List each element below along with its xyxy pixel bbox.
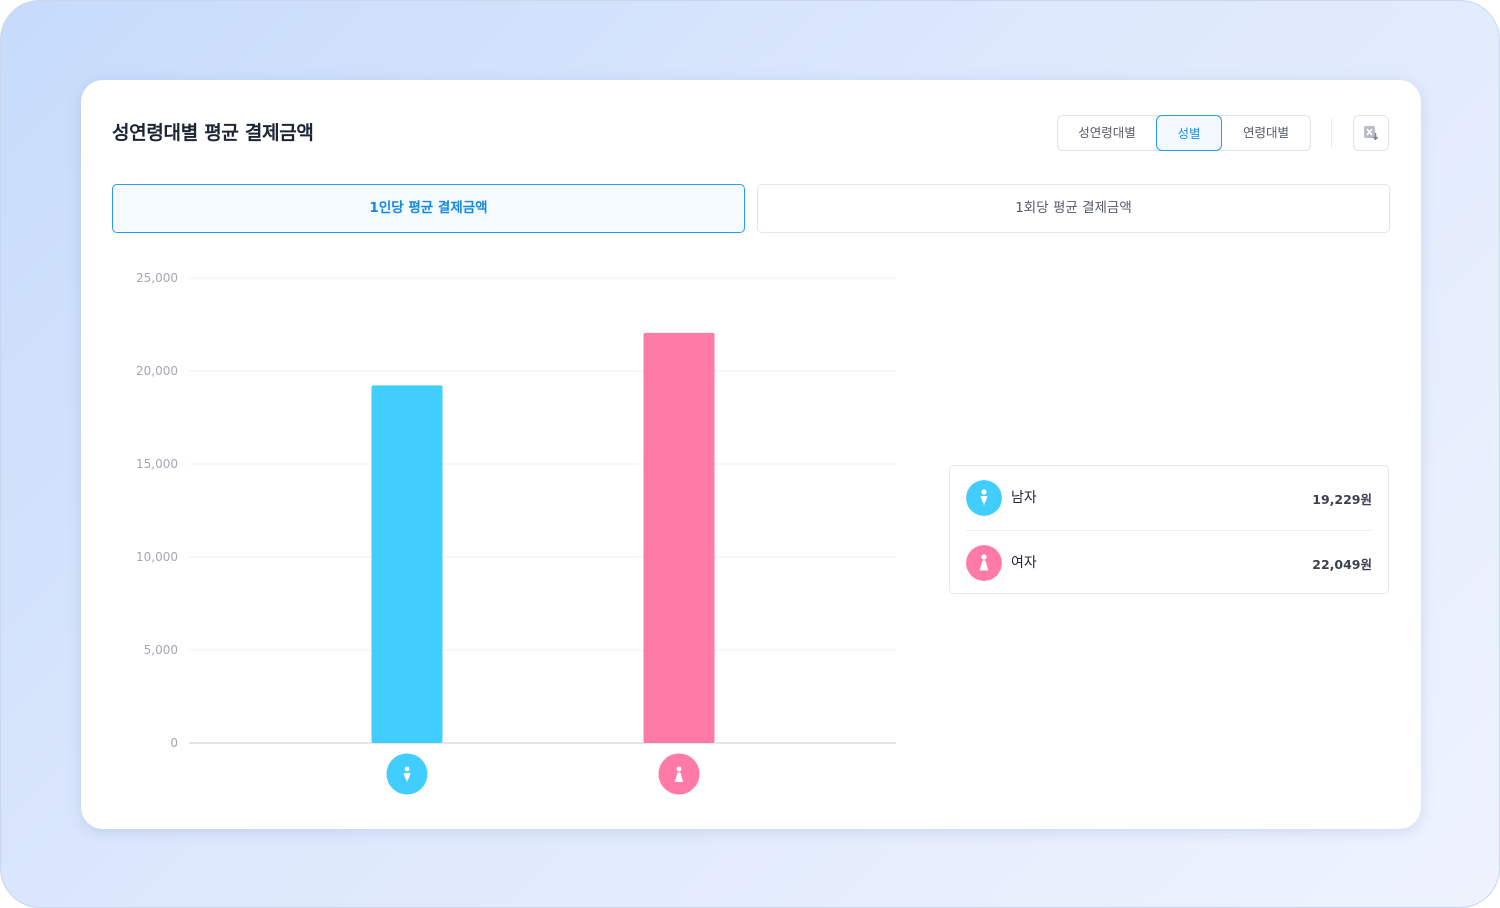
icon-head	[404, 766, 410, 772]
segment-gender[interactable]: 성별	[1156, 115, 1222, 151]
y-tick-label: 15,000	[136, 457, 178, 471]
excel-download-icon	[1364, 126, 1379, 141]
card-title: 성연령대별 평균 결제금액	[112, 122, 314, 144]
legend-value: 22,049원	[1312, 557, 1372, 572]
legend-item-male: 남자 19,229원	[966, 466, 1372, 530]
tab-per-person-average[interactable]: 1인당 평균 결제금액	[112, 184, 745, 233]
legend-item-female: 여자 22,049원	[966, 530, 1372, 595]
y-tick-label: 25,000	[136, 271, 178, 285]
stats-card: 성연령대별 평균 결제금액 성연령대별 성별 연령대별 1인당 평균 결제금액 …	[81, 80, 1421, 829]
legend-label: 여자	[1011, 555, 1037, 571]
y-tick-label: 10,000	[136, 550, 178, 564]
group-segmented-control: 성연령대별 성별 연령대별	[1057, 115, 1311, 151]
icon-body	[403, 773, 411, 783]
bar-female	[643, 332, 715, 743]
icon-head	[676, 766, 682, 772]
y-tick-label: 20,000	[136, 364, 178, 378]
segment-age[interactable]: 연령대별	[1242, 125, 1289, 140]
segment-age-gender[interactable]: 성연령대별	[1078, 125, 1136, 140]
bar-chart: 25,000 20,000 15,000 10,000 5,000 0	[136, 271, 896, 795]
toolbar-divider	[1331, 118, 1332, 148]
excel-download-button[interactable]	[1353, 115, 1389, 151]
y-tick-label: 5,000	[144, 643, 178, 657]
male-icon	[966, 480, 1002, 516]
chart-legend: 남자 19,229원 여자 22,049원	[949, 465, 1389, 594]
icon-body	[674, 772, 684, 782]
bar-male	[371, 385, 443, 743]
tab-per-transaction-average[interactable]: 1회당 평균 결제금액	[757, 184, 1390, 233]
legend-label: 남자	[1011, 490, 1037, 506]
legend-value: 19,229원	[1312, 492, 1372, 507]
female-icon	[966, 545, 1002, 581]
y-tick-label: 0	[170, 736, 178, 750]
